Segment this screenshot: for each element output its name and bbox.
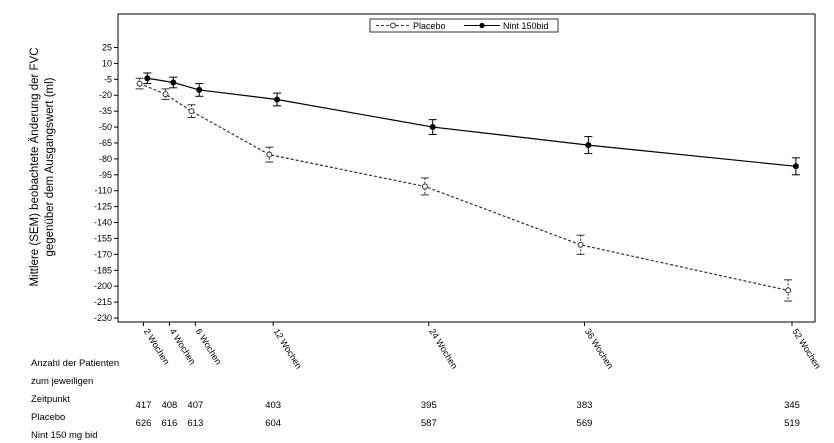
count-nint: 587 [420,418,437,429]
data-point-nint [170,79,177,86]
data-point-nint [274,96,281,103]
caption-line: zum jeweiligen [31,376,94,387]
data-point-placebo [188,108,195,115]
x-tick-label: 24 Wochen [427,327,460,371]
legend-placebo-marker [390,22,396,29]
caption-line: Nint 150 mg bid [31,430,98,441]
y-tick-label: -155 [94,233,112,243]
y-tick-label: -200 [94,281,112,291]
count-nint: 569 [576,418,593,429]
data-point-nint [585,142,592,149]
y-tick-label: -65 [99,138,112,148]
y-axis: 25 10 -5 -20 -35 -50 -65 -80 -95 -110 -125 -140 -155… [94,43,118,323]
data-point-placebo [162,91,169,98]
x-tick-label: 2 Wochen [142,327,172,367]
count-nint: 616 [161,418,178,429]
y-axis-label-line1: Mittlere (SEM) beobachtete Änderung der … [29,47,41,286]
y-tick-label: -170 [94,249,112,259]
y-tick-label: -230 [94,313,112,323]
y-tick-label: -215 [94,297,112,307]
y-tick-label: -140 [94,218,112,228]
data-point-placebo [136,80,143,87]
data-point-nint [196,86,203,93]
y-tick-label: 25 [102,43,112,53]
x-tick-label: 36 Wochen [583,327,616,371]
caption-line: Anzahl der Patienten [31,358,120,369]
count-placebo: 395 [420,400,437,411]
count-placebo: 403 [265,400,282,411]
y-tick-label: -35 [99,106,112,116]
y-tick-label: -110 [95,186,112,196]
y-tick-label: -20 [99,90,112,100]
y-axis-label-line2: gegenüber dem Ausgangswert (ml) [44,77,56,256]
legend: Placebo Nint 150bid [369,18,559,33]
count-nint: 626 [135,418,152,429]
count-nint: 613 [187,418,204,429]
data-point-placebo [421,183,428,190]
data-point-nint [144,75,151,82]
count-nint: 519 [784,418,800,429]
legend-placebo-label: Placebo [413,21,446,31]
y-tick-label: -95 [99,170,112,180]
plot-area [117,13,816,323]
y-tick-label: -5 [104,74,112,84]
caption-line: Zeitpunkt [31,394,71,405]
series-layer [135,72,800,302]
series-line-placebo [139,83,789,292]
data-point-nint [792,163,799,170]
y-tick-label: -125 [94,202,112,212]
count-placebo: 407 [187,400,204,411]
data-point-placebo [266,151,273,158]
y-tick-label: 10 [102,58,112,68]
data-point-placebo [577,241,584,248]
count-nint: 604 [265,418,282,429]
x-tick-label: 12 Wochen [271,327,304,371]
x-tick-label: 52 Wochen [790,327,823,371]
y-tick-label: -50 [99,122,112,132]
data-point-nint [429,124,436,131]
legend-nint-marker [479,22,485,29]
count-placebo: 417 [135,400,152,411]
count-placebo: 383 [576,400,593,411]
legend-nint-label: Nint 150bid [503,21,549,31]
y-tick-label: -80 [99,154,112,164]
caption-line: Placebo [31,412,66,423]
y-tick-label: -185 [94,265,112,275]
series-line-nint [147,77,796,167]
count-placebo: 345 [784,400,800,411]
data-point-placebo [785,287,792,294]
count-placebo: 408 [161,400,178,411]
